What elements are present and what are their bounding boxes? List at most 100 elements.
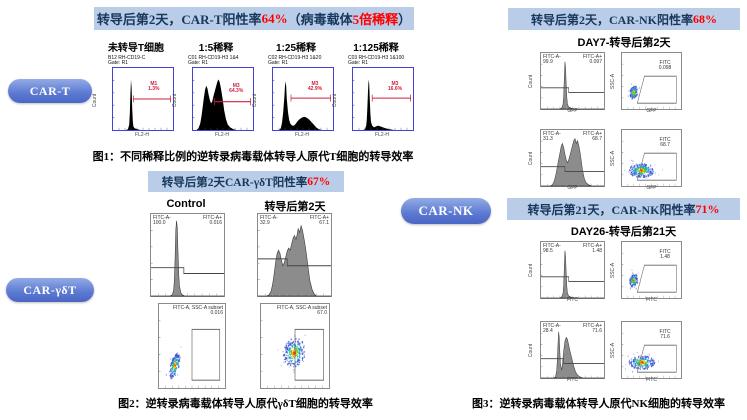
gate-name: FITC-A+ xyxy=(582,131,602,137)
x-axis-label: FITC xyxy=(566,377,579,383)
histogram-svg xyxy=(193,79,253,130)
negative-gate-label: FITC-A- 32.9 xyxy=(260,216,278,226)
gate-polygon xyxy=(636,152,677,181)
marker-name: M1 xyxy=(150,80,158,87)
fig1-caption: 图1：不同稀释比例的逆转录病毒载体转导人原代T细胞的转导效率 xyxy=(92,151,414,163)
gate-polygon xyxy=(636,344,677,373)
day26-scatter-negative: FITC 1.48 SSC-A FITC xyxy=(610,241,682,303)
fig3-day7-title-pct: 68% xyxy=(693,11,717,26)
gate-name: FITC-A- xyxy=(543,131,561,137)
fig1-flow-histogram-1-125: C03 RH-CD19-H3 1&100 Gate: R1 M3 16.6% C… xyxy=(332,56,414,146)
fig1-flow-histogram-1-25: C02 RH-CD19-H3 1&20 Gate: R1 M3 42.9% Co… xyxy=(252,56,334,146)
subset-label: FITC 1.48 xyxy=(650,249,680,260)
positive-gate-label: FITC-A+ 71.6 xyxy=(583,324,602,334)
gate-line xyxy=(541,358,604,364)
positive-gate-label: FITC-A+ 67.1 xyxy=(310,216,329,226)
y-axis-label: Count xyxy=(528,343,535,357)
negative-gate-label: FITC-A- 99.9 xyxy=(543,55,561,65)
negative-gate-label: FITC-A- 31.3 xyxy=(543,132,561,142)
y-axis-label: Count xyxy=(92,93,99,108)
subset-value: 0.016 xyxy=(210,310,223,316)
fig3-day21-title-pct: 71% xyxy=(695,201,720,216)
fig2-scatter-day2: FITC-A, SSC-A subset 67.0 xyxy=(260,303,330,389)
fig1-title-bar: 转导后第2天，CAR-T阳性率 64% （病毒载体 5倍稀释） xyxy=(94,7,414,30)
scatter-svg xyxy=(622,140,677,186)
x-axis-label: FL2-H xyxy=(375,132,389,138)
y-axis-label: SSC-A xyxy=(610,73,617,89)
positive-gate-label: FITC-A+ 0.016 xyxy=(203,216,222,226)
subset-label: FITC-A, SSC-A subset 67.0 xyxy=(277,306,327,316)
histogram-curve xyxy=(273,81,333,130)
fig1-title-pre: 转导后第2天，CAR-T阳性率 xyxy=(96,12,262,27)
scatter-svg xyxy=(261,320,324,388)
density-dots xyxy=(629,269,641,290)
gate-value: 67.1 xyxy=(319,220,329,226)
gate-value: 68.7 xyxy=(592,136,602,142)
histogram-box: M3 64.3% xyxy=(192,67,254,131)
positive-gate-label: FITC-A+ 0.097 xyxy=(583,55,602,65)
gate-line xyxy=(151,267,224,275)
gate-name: FITC-A+ xyxy=(582,54,602,60)
day26-scatter-positive: FITC 71.6 SSC-A FITC xyxy=(610,321,682,383)
fig3-caption: 图3：逆转录病毒载体转导人原代NK细胞的转导效率 xyxy=(472,398,725,410)
gate-value: 32.9 xyxy=(260,220,270,226)
density-dots xyxy=(627,83,640,100)
histogram-svg xyxy=(258,224,331,297)
marker-label: M1 1.3% xyxy=(137,80,171,92)
marker-percentage: 16.6% xyxy=(387,85,403,92)
fig1-flow-histogram-1-5: C01 RH-CD19-H3 1&4 Gate: R1 M3 64.3% Cou… xyxy=(172,56,254,146)
fig2-histogram-control: FITC-A- 100.0 FITC-A+ 0.016 xyxy=(150,213,225,297)
gate-line xyxy=(541,276,604,283)
gate-value: 1.48 xyxy=(592,248,602,254)
y-axis-label: Count xyxy=(528,263,535,277)
car-t-pill: CAR-T xyxy=(8,79,92,103)
x-axis-label: GFP xyxy=(646,108,657,114)
subset-name: FITC xyxy=(659,59,671,66)
x-axis-label: FL2-H xyxy=(215,132,229,138)
gate-id: Gate: R1 xyxy=(348,60,369,66)
subset-label: FITC-A, SSC-A subset 0.016 xyxy=(173,306,223,316)
gate-rectangle xyxy=(294,328,324,381)
density-dots xyxy=(165,346,182,380)
positive-gate-label: FITC-A+ 68.7 xyxy=(583,132,602,142)
fig2-title-pct: 67% xyxy=(307,175,331,188)
gate-name: FITC-A- xyxy=(153,215,171,221)
histogram-svg xyxy=(273,80,333,130)
negative-gate-label: FITC-A- 100.0 xyxy=(153,216,171,226)
fig1-col-header-0: 未转导T细胞 xyxy=(107,43,165,54)
marker-percentage: 64.3% xyxy=(229,88,244,95)
density-dots xyxy=(624,159,663,179)
fig3-day7-subtitle: DAY7-转导后第2天 xyxy=(577,37,671,49)
fig3-day21-title-bar: 转导后第21天，CAR-NK阳性率 71% xyxy=(507,198,740,220)
day7-scatter-positive: FITC 68.7 SSC-A GFP xyxy=(610,129,682,191)
gate-rectangle xyxy=(191,328,221,381)
histogram-box: M3 16.6% xyxy=(352,67,414,131)
sample-id: B12 RH-CD19-C xyxy=(108,55,146,61)
histogram-svg xyxy=(541,250,604,299)
subset-name: FITC-A, SSC-A subset xyxy=(276,305,327,311)
subset-label: FITC 0.098 xyxy=(650,59,680,71)
fig2-col-header-control: Control xyxy=(166,198,206,210)
subset-value: 67.0 xyxy=(317,310,327,316)
marker-name: M3 xyxy=(232,83,240,90)
gate-name: FITC-A+ xyxy=(582,243,602,249)
subset-value: 0.098 xyxy=(658,64,672,71)
gate-line xyxy=(258,258,331,267)
subset-value: 71.6 xyxy=(660,333,670,340)
fig2-title-bar: 转导后第2天CAR-γδT阳性率 67% xyxy=(148,171,344,192)
subset-value: 68.7 xyxy=(660,141,670,148)
x-axis-label: FITC xyxy=(645,297,658,303)
gate-marker-line xyxy=(371,94,411,102)
density-dots xyxy=(277,334,306,374)
subset-name: FITC-A, SSC-A subset xyxy=(172,305,223,311)
scatter-svg xyxy=(622,332,677,378)
gate-value: 0.097 xyxy=(589,59,602,65)
fig2-scatter-control: FITC-A, SSC-A subset 0.016 xyxy=(158,303,226,389)
y-axis-label: Count xyxy=(332,93,339,108)
negative-gate-label: FITC-A- 28.4 xyxy=(543,324,561,334)
x-axis-label: GFP xyxy=(567,185,578,191)
fig1-col-header-1: 1:5稀释 xyxy=(198,43,234,54)
plot-header: B12 RH-CD19-C Gate: R1 xyxy=(108,56,145,66)
gate-value: 31.3 xyxy=(543,136,553,142)
